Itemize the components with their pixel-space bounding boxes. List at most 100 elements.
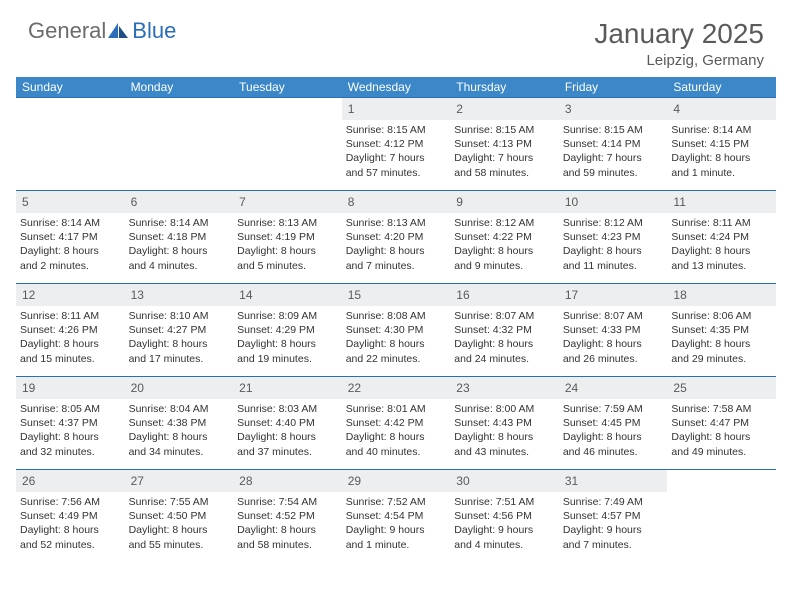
day-cell: 19Sunrise: 8:05 AMSunset: 4:37 PMDayligh…: [16, 377, 125, 469]
day2-line: and 4 minutes.: [129, 259, 230, 273]
day2-line: and 17 minutes.: [129, 352, 230, 366]
day-number: 28: [239, 474, 252, 488]
day-number: 6: [131, 195, 138, 209]
sunset-line: Sunset: 4:13 PM: [454, 137, 555, 151]
day1-line: Daylight: 8 hours: [237, 523, 338, 537]
sunset-line: Sunset: 4:57 PM: [563, 509, 664, 523]
day-number: 27: [131, 474, 144, 488]
day-cell: 29Sunrise: 7:52 AMSunset: 4:54 PMDayligh…: [342, 470, 451, 562]
day-number: 16: [456, 288, 469, 302]
sunset-line: Sunset: 4:52 PM: [237, 509, 338, 523]
week-row: 12Sunrise: 8:11 AMSunset: 4:26 PMDayligh…: [16, 283, 776, 376]
dow-cell: Tuesday: [233, 77, 342, 97]
daynum-row: 27: [125, 470, 234, 492]
dow-cell: Saturday: [667, 77, 776, 97]
day2-line: and 5 minutes.: [237, 259, 338, 273]
sunset-line: Sunset: 4:32 PM: [454, 323, 555, 337]
sunrise-line: Sunrise: 8:14 AM: [671, 123, 772, 137]
daynum-row: 1: [342, 98, 451, 120]
brand-text-blue: Blue: [132, 18, 176, 44]
daynum-row: 31: [559, 470, 668, 492]
day2-line: and 34 minutes.: [129, 445, 230, 459]
sunset-line: Sunset: 4:12 PM: [346, 137, 447, 151]
page-header: General Blue January 2025 Leipzig, Germa…: [0, 0, 792, 77]
day1-line: Daylight: 8 hours: [563, 337, 664, 351]
day-number: 13: [131, 288, 144, 302]
day2-line: and 52 minutes.: [20, 538, 121, 552]
day-cell: 27Sunrise: 7:55 AMSunset: 4:50 PMDayligh…: [125, 470, 234, 562]
dow-cell: Thursday: [450, 77, 559, 97]
sunset-line: Sunset: 4:14 PM: [563, 137, 664, 151]
sunset-line: Sunset: 4:42 PM: [346, 416, 447, 430]
day-cell: 10Sunrise: 8:12 AMSunset: 4:23 PMDayligh…: [559, 191, 668, 283]
daynum-row: 8: [342, 191, 451, 213]
day-number: 4: [673, 102, 680, 116]
daynum-row: 26: [16, 470, 125, 492]
weeks-container: 1Sunrise: 8:15 AMSunset: 4:12 PMDaylight…: [16, 97, 776, 562]
day-number: 24: [565, 381, 578, 395]
day2-line: and 57 minutes.: [346, 166, 447, 180]
day-number: 18: [673, 288, 686, 302]
sunset-line: Sunset: 4:40 PM: [237, 416, 338, 430]
day-cell: 24 Sunrise: 7:59 AMSunset: 4:45 PMDayligh…: [559, 377, 668, 469]
day1-line: Daylight: 8 hours: [20, 523, 121, 537]
day1-line: Daylight: 8 hours: [346, 244, 447, 258]
dow-cell: Wednesday: [342, 77, 451, 97]
sunset-line: Sunset: 4:29 PM: [237, 323, 338, 337]
daynum-row: 10: [559, 191, 668, 213]
day-cell: [233, 98, 342, 190]
sunrise-line: Sunrise: 8:13 AM: [346, 216, 447, 230]
day1-line: Daylight: 9 hours: [454, 523, 555, 537]
day-number: 1: [348, 102, 355, 116]
day-number: 29: [348, 474, 361, 488]
day1-line: Daylight: 8 hours: [563, 244, 664, 258]
sunrise-line: Sunrise: 8:00 AM: [454, 402, 555, 416]
sunrise-line: Sunrise: 7:59 AM: [563, 402, 664, 416]
day-cell: 11Sunrise: 8:11 AMSunset: 4:24 PMDayligh…: [667, 191, 776, 283]
sunrise-line: Sunrise: 8:10 AM: [129, 309, 230, 323]
brand-text-gray: General: [28, 18, 106, 44]
day-cell: 25Sunrise: 7:58 AMSunset: 4:47 PMDayligh…: [667, 377, 776, 469]
day-number: 31: [565, 474, 578, 488]
day1-line: Daylight: 7 hours: [454, 151, 555, 165]
sunrise-line: Sunrise: 7:52 AM: [346, 495, 447, 509]
day-number: 9: [456, 195, 463, 209]
day1-line: Daylight: 8 hours: [129, 337, 230, 351]
day1-line: Daylight: 8 hours: [671, 430, 772, 444]
day2-line: and 22 minutes.: [346, 352, 447, 366]
sunrise-line: Sunrise: 8:15 AM: [346, 123, 447, 137]
sunset-line: Sunset: 4:20 PM: [346, 230, 447, 244]
daynum-row: 30: [450, 470, 559, 492]
sunset-line: Sunset: 4:47 PM: [671, 416, 772, 430]
day1-line: Daylight: 7 hours: [563, 151, 664, 165]
daynum-row: 11: [667, 191, 776, 213]
sunset-line: Sunset: 4:23 PM: [563, 230, 664, 244]
day1-line: Daylight: 8 hours: [563, 430, 664, 444]
sunrise-line: Sunrise: 8:08 AM: [346, 309, 447, 323]
day-cell: 8 Sunrise: 8:13 AMSunset: 4:20 PMDaylight…: [342, 191, 451, 283]
day-number: 11: [673, 195, 685, 209]
day-number: 26: [22, 474, 35, 488]
dow-header-row: SundayMondayTuesdayWednesdayThursdayFrid…: [16, 77, 776, 97]
day2-line: and 59 minutes.: [563, 166, 664, 180]
day-cell: 2Sunrise: 8:15 AMSunset: 4:13 PMDaylight…: [450, 98, 559, 190]
sunrise-line: Sunrise: 8:13 AM: [237, 216, 338, 230]
day2-line: and 46 minutes.: [563, 445, 664, 459]
day-cell: 9Sunrise: 8:12 AMSunset: 4:22 PMDaylight…: [450, 191, 559, 283]
sunset-line: Sunset: 4:43 PM: [454, 416, 555, 430]
sunrise-line: Sunrise: 8:14 AM: [20, 216, 121, 230]
day1-line: Daylight: 7 hours: [346, 151, 447, 165]
title-block: January 2025 Leipzig, Germany: [594, 18, 764, 69]
week-row: 1Sunrise: 8:15 AMSunset: 4:12 PMDaylight…: [16, 97, 776, 190]
day-cell: 21Sunrise: 8:03 AMSunset: 4:40 PMDayligh…: [233, 377, 342, 469]
day1-line: Daylight: 8 hours: [237, 430, 338, 444]
week-row: 19Sunrise: 8:05 AMSunset: 4:37 PMDayligh…: [16, 376, 776, 469]
day-number: 30: [456, 474, 469, 488]
sunset-line: Sunset: 4:45 PM: [563, 416, 664, 430]
daynum-row: 3: [559, 98, 668, 120]
day1-line: Daylight: 8 hours: [129, 523, 230, 537]
day2-line: and 19 minutes.: [237, 352, 338, 366]
sunrise-line: Sunrise: 8:15 AM: [454, 123, 555, 137]
sunset-line: Sunset: 4:26 PM: [20, 323, 121, 337]
day1-line: Daylight: 8 hours: [671, 337, 772, 351]
